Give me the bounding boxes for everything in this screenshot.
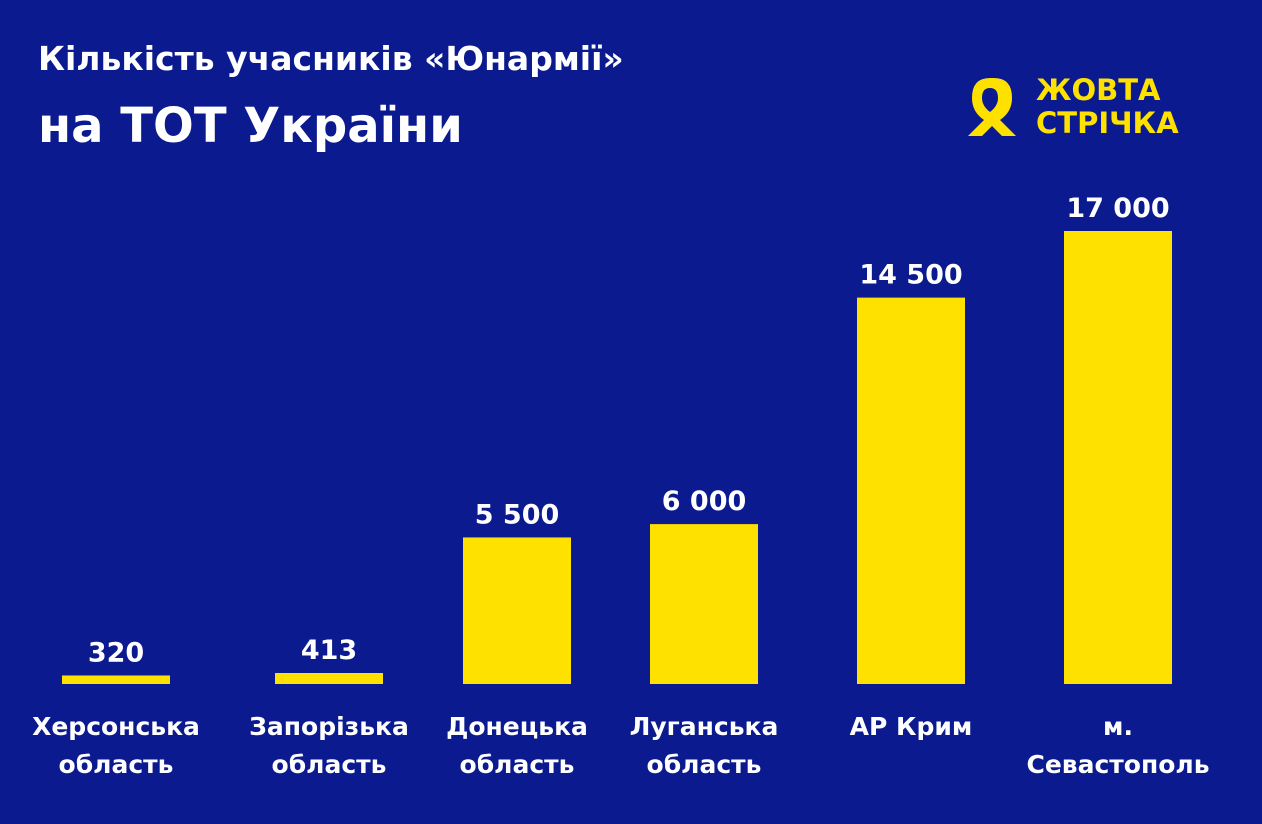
- bar: [650, 524, 758, 684]
- bar: [463, 537, 571, 684]
- bar: [275, 672, 383, 684]
- bar: [62, 675, 170, 684]
- logo-text: ЖОВТА: [1036, 73, 1161, 107]
- x-tick-label: Луганська область: [629, 712, 779, 779]
- bar: [1064, 231, 1172, 684]
- x-tick-label: АР Крим: [849, 712, 973, 741]
- chart-title: на ТОТ України: [38, 98, 463, 154]
- ribbon: [968, 78, 1016, 136]
- logo-text: СТРІЧКА: [1036, 106, 1179, 140]
- value-label: 6 000: [662, 486, 747, 517]
- value-label: 413: [301, 635, 357, 666]
- value-label: 5 500: [475, 499, 560, 530]
- value-label: 17 000: [1066, 193, 1169, 224]
- bar: [857, 297, 965, 684]
- x-tick-label: м. Севастополь: [1026, 712, 1210, 779]
- chart-title: Кількість учасників «Юнармії»: [38, 39, 624, 78]
- x-tick-label: Запорізька область: [249, 712, 409, 779]
- value-label: 320: [88, 637, 144, 668]
- logo-icon: [968, 78, 1016, 136]
- x-tick-label: Донецька область: [446, 712, 588, 779]
- x-tick-label: Херсонська область: [32, 712, 200, 779]
- value-label: 14 500: [859, 260, 962, 291]
